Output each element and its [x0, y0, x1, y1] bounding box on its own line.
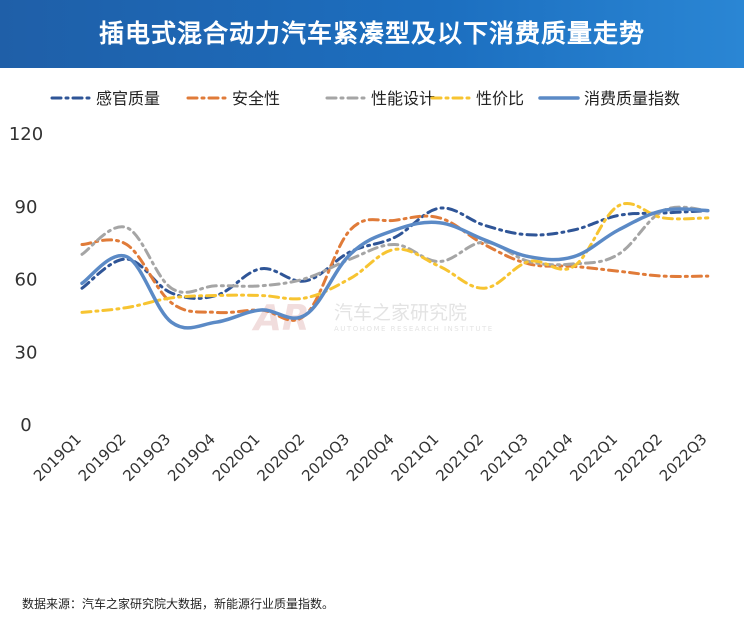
x-tick-label: 2020Q2: [254, 430, 309, 485]
x-tick-label: 2022Q3: [656, 430, 711, 485]
x-tick-label: 2021Q2: [432, 430, 487, 485]
legend-label: 性能设计: [371, 89, 435, 108]
line-chart: AR 汽车之家研究院 AUTOHOME RESEARCH INSTITUTE 感…: [9, 89, 711, 485]
legend: 感官质量 安全性 性能设计 性价比 消费质量指数: [50, 89, 680, 108]
x-tick-label: 2020Q1: [209, 430, 264, 485]
chart-title: 插电式混合动力汽车紧凑型及以下消费质量走势: [98, 19, 645, 48]
x-tick-label: 2019Q2: [75, 430, 130, 485]
title-banner: 插电式混合动力汽车紧凑型及以下消费质量走势: [0, 0, 744, 68]
x-tick-label: 2020Q4: [343, 430, 398, 485]
y-tick-label: 90: [15, 197, 38, 218]
y-axis: 0 30 60 90 120: [9, 124, 43, 436]
series-line: [80, 214, 710, 322]
watermark-title: 汽车之家研究院: [334, 302, 467, 324]
x-tick-label: 2021Q3: [477, 430, 532, 485]
x-tick-label: 2021Q1: [388, 430, 443, 485]
x-tick-label: 2019Q4: [164, 430, 219, 485]
y-tick-label: 30: [15, 342, 38, 363]
y-tick-label: 60: [15, 270, 38, 291]
watermark-subtitle: AUTOHOME RESEARCH INSTITUTE: [334, 325, 494, 333]
series-line: [80, 207, 710, 330]
legend-label: 消费质量指数: [584, 89, 680, 108]
legend-label: 感官质量: [96, 89, 160, 108]
series-line: [80, 202, 710, 314]
series-line: [80, 205, 710, 294]
legend-label: 安全性: [232, 89, 280, 108]
y-tick-label: 120: [9, 124, 43, 145]
x-tick-label: 2021Q4: [522, 430, 577, 485]
legend-label: 性价比: [476, 89, 524, 108]
source-note: 数据来源：汽车之家研究院大数据，新能源行业质量指数。: [22, 597, 335, 611]
series-lines: [80, 202, 710, 330]
x-tick-label: 2019Q3: [119, 430, 174, 485]
x-tick-label: 2019Q1: [30, 430, 85, 485]
y-tick-label: 0: [20, 415, 31, 436]
x-tick-label: 2020Q3: [298, 430, 353, 485]
x-axis: 2019Q12019Q22019Q32019Q42020Q12020Q22020…: [30, 430, 711, 485]
x-tick-label: 2022Q2: [611, 430, 666, 485]
x-tick-label: 2022Q1: [566, 430, 621, 485]
